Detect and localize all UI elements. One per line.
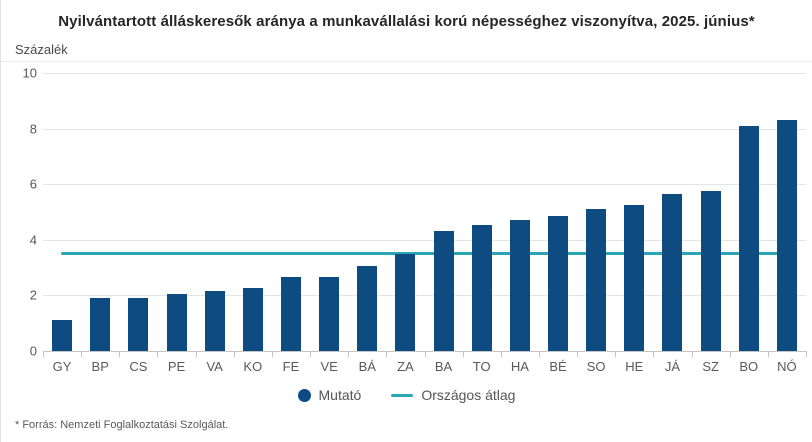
bar-TO[interactable] <box>471 224 492 351</box>
x-axis-label: CS <box>129 359 148 374</box>
bar-NÓ[interactable] <box>776 120 797 351</box>
x-axis-tick <box>43 351 44 357</box>
x-axis-label: SZ <box>702 359 719 374</box>
y-axis-tick-label: 10 <box>22 65 37 81</box>
bar-PE[interactable] <box>166 294 187 351</box>
bar-JÁ[interactable] <box>662 193 683 351</box>
legend-average-label: Országos átlag <box>421 387 516 403</box>
bar-BÁ[interactable] <box>357 266 378 351</box>
x-axis-tick <box>233 351 235 357</box>
x-axis-tick <box>806 351 807 357</box>
gridline <box>43 239 806 241</box>
chart-title: Nyilvántartott álláskeresők aránya a mun… <box>58 13 755 30</box>
x-axis-label: HA <box>510 359 529 374</box>
x-axis-tick <box>271 351 273 357</box>
x-axis-label: BA <box>434 359 453 374</box>
x-axis-label: SO <box>586 359 606 374</box>
gridline <box>43 184 806 186</box>
bar-SO[interactable] <box>586 209 607 351</box>
source-footnote: * Forrás: Nemzeti Foglalkoztatási Szolgá… <box>15 419 229 431</box>
x-axis-tick <box>195 351 197 357</box>
x-axis-tick <box>653 351 655 357</box>
bar-BP[interactable] <box>90 298 111 351</box>
x-axis-label: PE <box>167 359 186 374</box>
y-axis-tick-label: 8 <box>29 121 37 137</box>
x-axis-tick <box>310 351 312 357</box>
y-axis-unit-label: Százalék <box>15 42 68 57</box>
gridline <box>43 128 806 130</box>
series-marker-icon <box>297 388 311 402</box>
y-axis-tick-label: 6 <box>29 176 37 192</box>
y-axis-tick-label: 2 <box>29 287 37 303</box>
x-axis-label: VE <box>320 359 338 374</box>
x-axis-tick <box>500 351 502 357</box>
gridline <box>43 73 806 74</box>
bar-ZA[interactable] <box>395 253 416 351</box>
bar-BA[interactable] <box>433 231 454 351</box>
x-axis-tick <box>424 351 426 357</box>
bar-BÉ[interactable] <box>548 216 569 351</box>
plot-area: 0 2 4 6 8 10 GY BP CS PE VA KO FE VE BÁ ZA BA TO HA BÉ SO HE J… <box>23 66 807 374</box>
header-divider <box>1 61 812 62</box>
legend-item-series[interactable]: Mutató <box>297 387 362 403</box>
x-axis-label: GY <box>52 359 72 374</box>
x-axis-tick <box>348 351 350 357</box>
x-axis-label: BÁ <box>358 359 376 374</box>
bar-BO[interactable] <box>738 125 759 351</box>
average-line-marker-icon <box>391 393 414 397</box>
x-axis-tick <box>615 351 617 357</box>
x-axis-tick <box>119 351 121 357</box>
gridline <box>43 295 806 297</box>
y-axis-tick-label: 0 <box>29 343 37 359</box>
bar-VE[interactable] <box>319 277 340 351</box>
bar-SZ[interactable] <box>700 191 721 351</box>
y-axis-tick-label: 4 <box>29 232 37 248</box>
x-axis-tick <box>538 351 540 357</box>
bar-KO[interactable] <box>242 288 263 351</box>
legend-item-average[interactable]: Országos átlag <box>391 387 515 403</box>
bar-HE[interactable] <box>624 205 645 351</box>
x-axis-tick <box>577 351 579 357</box>
x-axis-label: VA <box>206 359 223 374</box>
x-axis-tick <box>81 351 83 357</box>
x-axis-tick <box>691 351 693 357</box>
x-axis-label: ZA <box>397 359 414 374</box>
x-axis-tick <box>729 351 731 357</box>
x-axis-tick <box>462 351 464 357</box>
bar-VA[interactable] <box>204 291 225 351</box>
x-axis-label: BÉ <box>549 359 567 374</box>
x-axis-label: KO <box>243 359 263 374</box>
bar-HA[interactable] <box>509 220 530 351</box>
x-axis-label: JÁ <box>664 359 681 374</box>
x-axis-label: NÓ <box>777 359 797 374</box>
x-axis-tick <box>767 351 769 357</box>
legend: Mutató Országos átlag <box>1 387 812 403</box>
x-axis-label: TO <box>472 359 491 374</box>
x-axis-tick <box>386 351 388 357</box>
x-axis-label: FE <box>282 359 300 374</box>
bar-GY[interactable] <box>52 320 73 351</box>
average-line <box>61 252 788 256</box>
bar-FE[interactable] <box>280 277 301 351</box>
x-axis-label: HE <box>625 359 644 374</box>
x-axis-label: BP <box>91 359 109 374</box>
x-axis-label: BO <box>739 359 759 374</box>
x-axis-tick <box>157 351 159 357</box>
legend-series-label: Mutató <box>318 387 362 403</box>
bar-CS[interactable] <box>128 298 149 351</box>
